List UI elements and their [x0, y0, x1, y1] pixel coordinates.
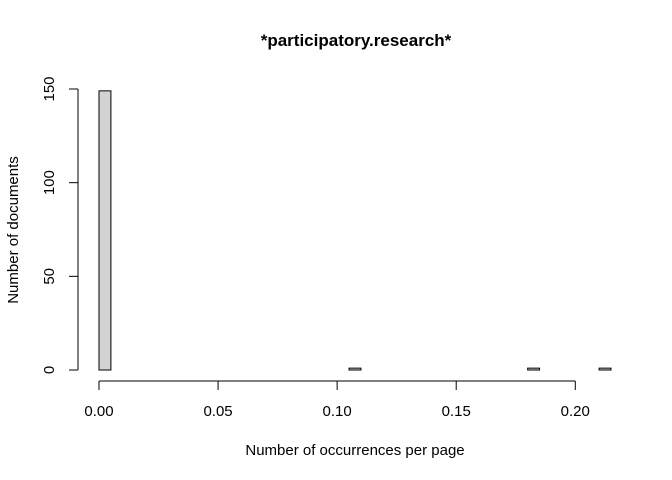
- x-tick-label: 0.15: [442, 403, 471, 420]
- histogram-bar: [98, 90, 112, 371]
- histogram-bars: [98, 90, 612, 371]
- x-axis-title: Number of occurrences per page: [245, 442, 464, 459]
- histogram-bar: [598, 367, 612, 371]
- y-axis: 0 50 100 150: [41, 76, 79, 374]
- y-tick-label: 0: [41, 366, 58, 374]
- y-tick-label: 100: [41, 170, 58, 195]
- histogram-bar: [527, 367, 541, 371]
- chart-title: *participatory.research*: [261, 31, 452, 50]
- y-tick-label: 50: [41, 268, 58, 285]
- x-tick-label: 0.20: [561, 403, 590, 420]
- x-tick-label: 0.10: [323, 403, 352, 420]
- y-tick-label: 150: [41, 76, 58, 101]
- y-axis-title: Number of documents: [5, 156, 22, 304]
- histogram-bar: [348, 367, 362, 371]
- x-tick-label: 0.05: [203, 403, 232, 420]
- x-axis: 0.00 0.05 0.10 0.15 0.20: [84, 380, 590, 420]
- x-tick-label: 0.00: [84, 403, 113, 420]
